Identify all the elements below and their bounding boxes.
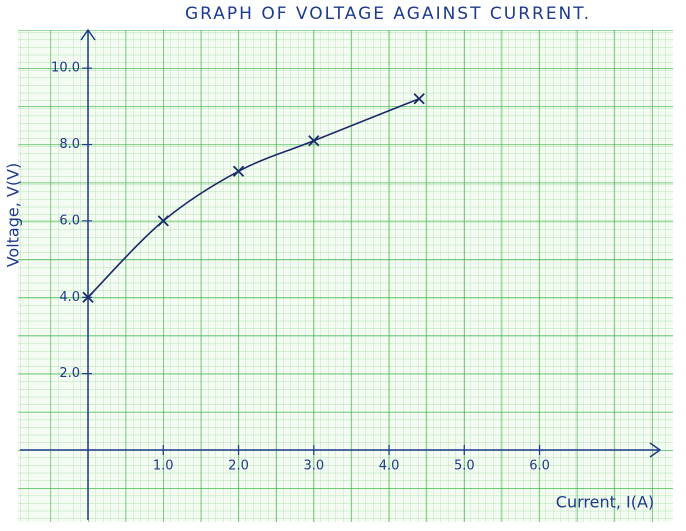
y-tick-label: 4.0 bbox=[59, 290, 80, 305]
major-grid bbox=[18, 30, 673, 522]
y-axis-arrow bbox=[80, 28, 96, 41]
x-tick-label: 2.0 bbox=[228, 459, 249, 474]
data-point bbox=[413, 93, 425, 105]
y-axis-label: Voltage, V(V) bbox=[4, 163, 23, 268]
x-axis-label: Current, I(A) bbox=[556, 493, 654, 512]
data-point bbox=[232, 165, 245, 177]
x-tick-label: 1.0 bbox=[153, 459, 174, 474]
data-point bbox=[308, 135, 320, 147]
x-axis-arrow bbox=[649, 442, 662, 458]
x-tick-label: 4.0 bbox=[379, 459, 400, 474]
x-tick-label: 6.0 bbox=[529, 459, 550, 474]
chart-title: GRAPH OF VOLTAGE AGAINST CURRENT. bbox=[185, 4, 591, 24]
y-tick-label: 6.0 bbox=[59, 213, 80, 228]
data-point bbox=[157, 215, 169, 227]
y-tick-label: 8.0 bbox=[59, 137, 80, 152]
x-tick-label: 3.0 bbox=[303, 459, 324, 474]
x-tick-label: 5.0 bbox=[454, 459, 475, 474]
y-tick-label: 2.0 bbox=[59, 366, 80, 381]
data-point bbox=[82, 291, 94, 303]
y-tick-label: 10.0 bbox=[51, 61, 80, 76]
